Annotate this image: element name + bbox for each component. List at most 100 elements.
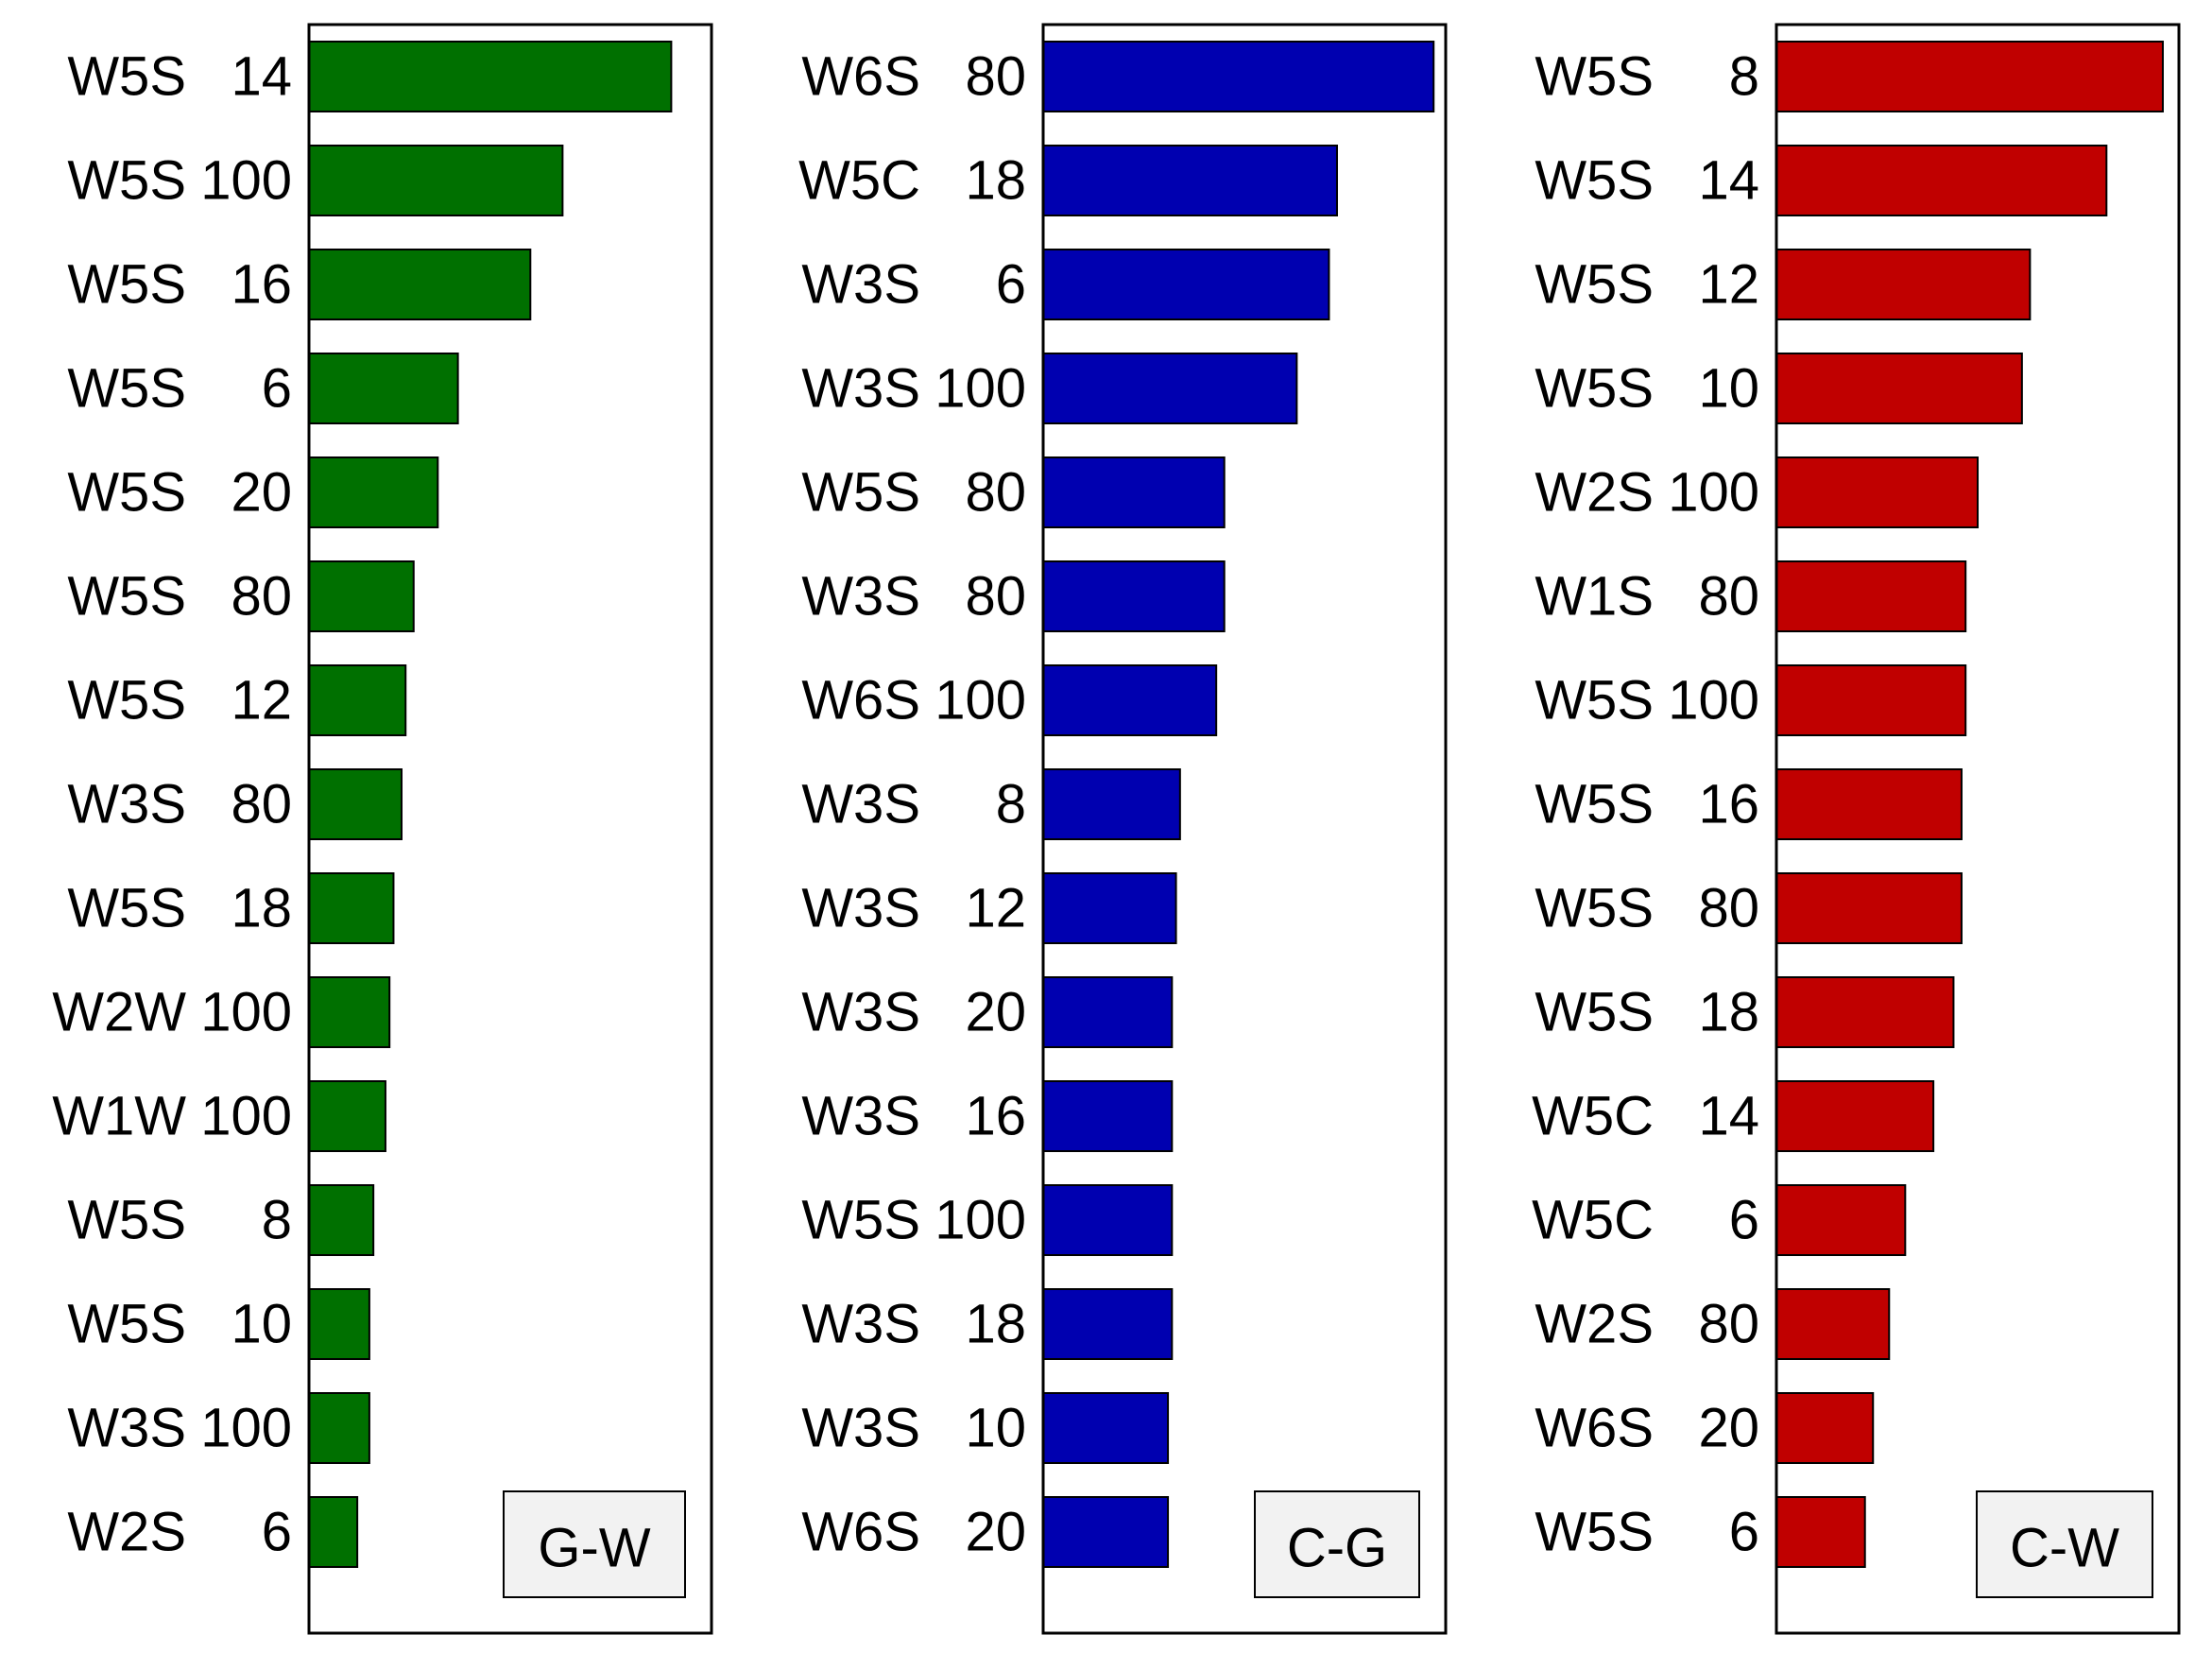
category-label-code: W5S [67, 254, 186, 316]
legend-label: C-W [2010, 1518, 2119, 1579]
category-label-code: W3S [801, 878, 920, 939]
bar [1775, 1288, 1891, 1360]
category-label-code: W5S [1535, 358, 1654, 420]
category-label-number: 100 [200, 150, 292, 212]
category-label-code: W3S [801, 982, 920, 1043]
category-label-number: 80 [1698, 566, 1759, 628]
category-label-number: 18 [1698, 982, 1759, 1043]
bar [1042, 1184, 1174, 1256]
category-label-code: W5S [1535, 774, 1654, 835]
bar [1042, 664, 1218, 736]
category-label-code: W5S [801, 462, 920, 524]
category-label-code: W2S [1535, 1294, 1654, 1355]
bar [308, 560, 415, 632]
category-label-number: 80 [1698, 1294, 1759, 1355]
bar [308, 1080, 386, 1152]
bar [1042, 1288, 1174, 1360]
chart-panel-2: 8W5S14W5S12W5S10W5S100W2S80W1S100W5S16W5… [1532, 23, 2181, 1635]
legend-label: C-G [1287, 1518, 1387, 1579]
bar [308, 1496, 359, 1568]
bar [1775, 560, 1967, 632]
category-label-code: W5S [1535, 1502, 1654, 1563]
category-label-code: W5S [1535, 46, 1654, 108]
bar [1042, 456, 1226, 528]
bar [308, 664, 407, 736]
bar [1042, 872, 1177, 944]
category-label-code: W6S [1535, 1398, 1654, 1459]
category-label-number: 8 [262, 1190, 292, 1251]
category-label-code: W5C [1532, 1190, 1654, 1251]
category-label-number: 16 [231, 254, 292, 316]
bar [1775, 249, 2032, 320]
legend-box [1976, 1490, 2153, 1598]
category-label-code: W5S [67, 1190, 186, 1251]
bar [1775, 664, 1967, 736]
category-label-number: 20 [965, 1502, 1026, 1563]
category-label-code: W5S [1535, 670, 1654, 732]
category-label-code: W5S [1535, 150, 1654, 212]
category-label-number: 18 [965, 1294, 1026, 1355]
category-label-code: W3S [67, 774, 186, 835]
category-label-number: 18 [965, 150, 1026, 212]
category-label-number: 10 [231, 1294, 292, 1355]
category-label-code: W3S [801, 1294, 920, 1355]
category-label-number: 6 [262, 1502, 292, 1563]
category-label-code: W5S [67, 670, 186, 732]
category-label-number: 8 [996, 774, 1026, 835]
bar [308, 1392, 370, 1464]
panel-frame [1775, 23, 2181, 1635]
category-label-number: 8 [1729, 46, 1759, 108]
category-label-number: 12 [1698, 254, 1759, 316]
category-label-code: W2S [67, 1502, 186, 1563]
category-label-number: 10 [1698, 358, 1759, 420]
category-label-number: 100 [200, 1398, 292, 1459]
bar [1042, 1496, 1170, 1568]
category-label-code: W5S [67, 358, 186, 420]
bar [1775, 1184, 1907, 1256]
category-label-number: 80 [965, 462, 1026, 524]
category-label-number: 20 [231, 462, 292, 524]
category-label-code: W3S [801, 358, 920, 420]
category-label-code: W5S [67, 150, 186, 212]
bar [308, 768, 403, 840]
category-label-number: 80 [1698, 878, 1759, 939]
category-label-code: W5S [67, 1294, 186, 1355]
chart-panel-1: 80W6S18W5C6W3S100W3S80W5S80W3S100W6S8W3S… [798, 23, 1448, 1635]
category-label-number: 16 [965, 1086, 1026, 1147]
bar [308, 353, 459, 424]
category-label-code: W3S [67, 1398, 186, 1459]
category-label-number: 6 [1729, 1190, 1759, 1251]
category-label-number: 100 [200, 982, 292, 1043]
category-label-code: W3S [801, 254, 920, 316]
bar [1042, 976, 1174, 1048]
category-label-code: W5S [67, 462, 186, 524]
category-label-number: 14 [231, 46, 292, 108]
legend-box [1254, 1490, 1420, 1598]
category-label-number: 14 [1698, 150, 1759, 212]
category-label-number: 10 [965, 1398, 1026, 1459]
legend-box [503, 1490, 686, 1598]
category-label-number: 100 [1668, 670, 1759, 732]
bar [1042, 768, 1181, 840]
bar [1775, 41, 2164, 112]
bar [1775, 1080, 1935, 1152]
category-label-code: W5S [67, 566, 186, 628]
bar [1775, 768, 1963, 840]
bar [1042, 41, 1435, 112]
bar [308, 1184, 375, 1256]
category-label-code: W3S [801, 1086, 920, 1147]
bar [1775, 456, 1979, 528]
bar [308, 1288, 370, 1360]
bar [308, 456, 439, 528]
category-label-code: W6S [801, 670, 920, 732]
bar [1042, 1392, 1170, 1464]
category-label-number: 6 [996, 254, 1026, 316]
bar [1775, 1496, 1866, 1568]
bar [1775, 976, 1955, 1048]
bar [1042, 145, 1338, 216]
category-label-code: W3S [801, 774, 920, 835]
category-label-code: W5S [801, 1190, 920, 1251]
category-label-code: W6S [801, 1502, 920, 1563]
